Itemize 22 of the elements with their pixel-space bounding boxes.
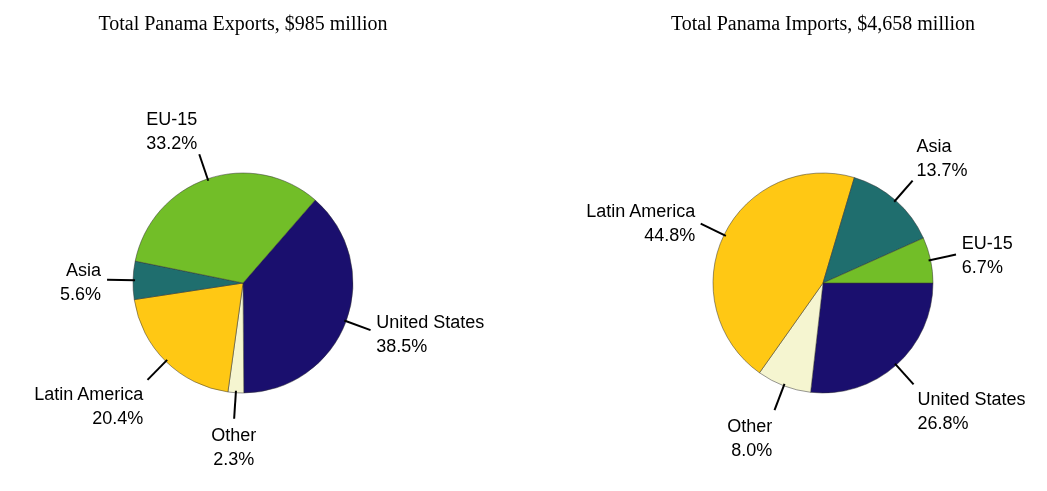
data-label: 6.7%: [961, 257, 1003, 278]
slice-label: Latin America: [586, 200, 697, 221]
chart-title: Total Panama Exports, $985 million: [98, 12, 388, 35]
data-label: 26.8%: [917, 412, 969, 433]
data-label: 33.2%: [146, 132, 198, 153]
data-label: 44.8%: [644, 224, 696, 245]
data-label: 20.4%: [92, 408, 144, 429]
data-label: 5.6%: [60, 283, 102, 304]
slice-label: EU-15: [146, 108, 198, 129]
data-label: 13.7%: [916, 160, 968, 181]
slice-label: Asia: [66, 259, 103, 280]
chart-title: Total Panama Imports, $4,658 million: [670, 12, 976, 35]
slice-label: United States: [917, 388, 1026, 409]
slice-label: United States: [376, 312, 485, 333]
slice-label: Other: [211, 424, 257, 445]
slice-label: EU-15: [961, 233, 1013, 254]
data-label: 8.0%: [731, 439, 773, 460]
slice-label: Asia: [916, 136, 953, 157]
data-label: 2.3%: [213, 448, 255, 469]
data-label: 38.5%: [376, 336, 428, 357]
slice-label: Latin America: [34, 384, 145, 405]
slice-label: Other: [727, 415, 773, 436]
